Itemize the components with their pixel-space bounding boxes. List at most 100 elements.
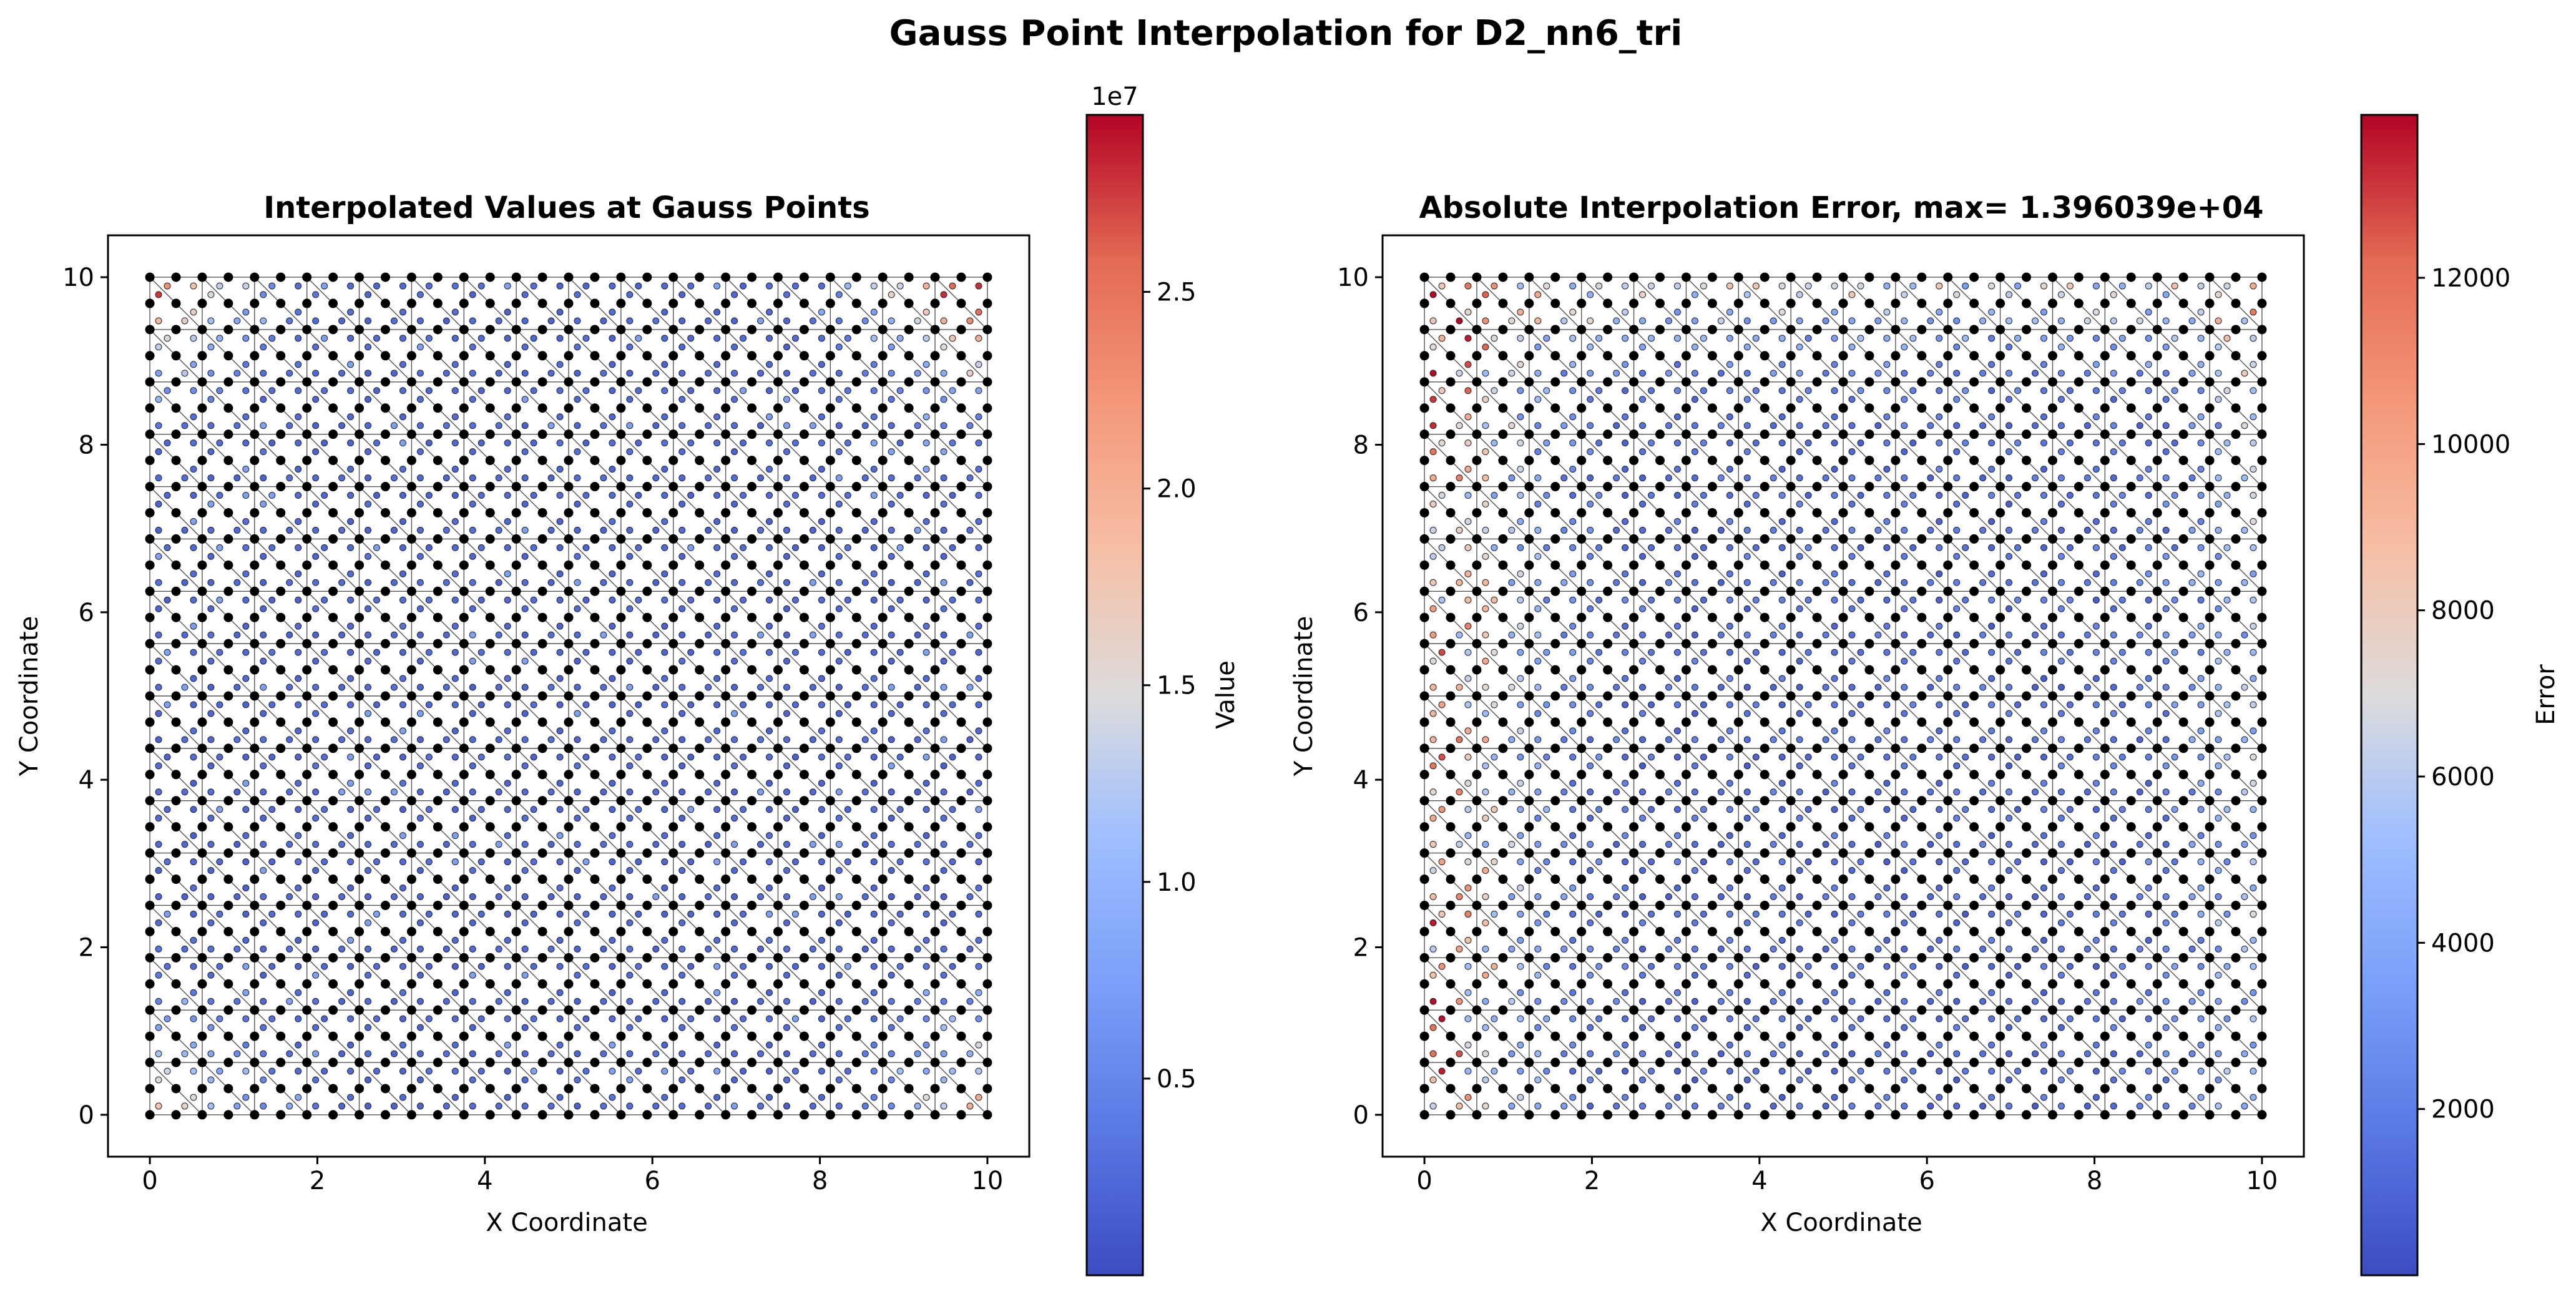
gauss-point: [1569, 885, 1577, 891]
gauss-point: [1752, 544, 1760, 551]
gauss-point: [705, 1050, 712, 1057]
gauss-point: [740, 806, 747, 813]
mesh-node: [511, 875, 521, 885]
gauss-point: [1673, 858, 1681, 866]
gauss-point: [1927, 841, 1934, 848]
gauss-point: [190, 832, 197, 840]
mesh-node: [302, 272, 312, 282]
gauss-point: [661, 308, 668, 316]
gauss-point: [757, 841, 764, 848]
gauss-point: [2136, 736, 2143, 743]
gauss-point: [1831, 727, 1838, 735]
mesh-node: [956, 796, 966, 806]
gauss-point: [791, 963, 799, 970]
x-tick-label: 10: [971, 1167, 1003, 1195]
mesh-node: [1419, 979, 1429, 989]
gauss-point: [1848, 919, 1856, 926]
gauss-point: [2110, 474, 2117, 482]
gauss-point: [1726, 282, 1733, 290]
gauss-point: [1700, 701, 1707, 708]
mesh-node: [380, 1005, 390, 1015]
gauss-point: [268, 439, 276, 447]
mesh-node: [380, 351, 390, 361]
gauss-point: [1517, 675, 1524, 682]
gauss-point: [1560, 1050, 1568, 1057]
gauss-point: [1822, 317, 1829, 325]
mesh-node: [721, 743, 731, 753]
gauss-point: [818, 910, 825, 918]
gauss-point: [373, 387, 380, 395]
gauss-point: [1456, 317, 1463, 325]
gauss-point: [1857, 387, 1864, 395]
gauss-point: [740, 596, 747, 604]
gauss-point: [1874, 997, 1882, 1005]
gauss-point: [1622, 413, 1629, 421]
mesh-node: [328, 507, 338, 517]
gauss-point: [888, 736, 895, 743]
gauss-point: [416, 579, 424, 586]
gauss-point: [2110, 945, 2117, 953]
gauss-point: [207, 919, 215, 926]
gauss-point: [2250, 936, 2257, 944]
gauss-point: [1778, 963, 1786, 970]
gauss-point: [1429, 370, 1437, 377]
gauss-point: [1639, 997, 1647, 1005]
gauss-point: [1936, 780, 1943, 787]
gauss-point: [731, 631, 738, 639]
mesh-node: [982, 1005, 992, 1015]
mesh-node: [433, 743, 443, 753]
gauss-point: [469, 448, 476, 456]
gauss-point: [888, 684, 895, 691]
gauss-point: [312, 893, 320, 900]
mesh-node: [1498, 665, 1508, 675]
gauss-point: [451, 622, 459, 630]
gauss-point: [923, 622, 930, 630]
gauss-point: [713, 335, 721, 342]
gauss-point: [661, 963, 668, 970]
gauss-point: [2118, 1015, 2126, 1022]
gauss-point: [2188, 893, 2196, 900]
mesh-node: [825, 1057, 835, 1067]
mesh-node: [433, 717, 443, 727]
gauss-point: [1517, 727, 1524, 735]
mesh-node: [878, 586, 888, 596]
mesh-node: [250, 403, 260, 413]
panel1-title: Interpolated Values at Gauss Points: [263, 190, 869, 225]
mesh-node: [197, 770, 207, 780]
gauss-point: [1456, 422, 1463, 429]
gauss-point: [399, 517, 406, 525]
gauss-point: [2040, 753, 2047, 761]
gauss-point: [1901, 1102, 1908, 1110]
gauss-point: [521, 762, 529, 770]
gauss-point: [1848, 867, 1856, 875]
gauss-point: [1622, 439, 1629, 447]
gauss-point: [155, 552, 162, 560]
gauss-point: [896, 806, 904, 813]
colorbar-tick-label: 2.0: [1157, 475, 1197, 504]
gauss-point: [966, 631, 974, 639]
gauss-point: [844, 282, 851, 290]
gauss-point: [2188, 945, 2196, 953]
gauss-point: [2250, 989, 2257, 996]
gauss-point: [600, 841, 607, 848]
mesh-node: [459, 429, 469, 439]
gauss-point: [1482, 448, 1489, 456]
gauss-point: [268, 753, 276, 761]
mesh-node: [223, 1031, 233, 1041]
gauss-point: [2241, 736, 2248, 743]
gauss-point: [260, 1024, 267, 1031]
gauss-point: [1648, 753, 1655, 761]
mesh-node: [982, 1084, 992, 1094]
gauss-point: [809, 1102, 816, 1110]
mesh-node: [1472, 507, 1482, 517]
gauss-point: [207, 370, 215, 377]
mesh-node: [1472, 1057, 1482, 1067]
gauss-point: [1726, 439, 1733, 447]
gauss-point: [914, 474, 921, 482]
gauss-point: [818, 727, 825, 735]
gauss-point: [678, 1024, 686, 1031]
gauss-point: [1831, 753, 1838, 761]
gauss-point: [556, 517, 564, 525]
gauss-point: [1857, 701, 1864, 708]
mesh-node: [1472, 377, 1482, 387]
